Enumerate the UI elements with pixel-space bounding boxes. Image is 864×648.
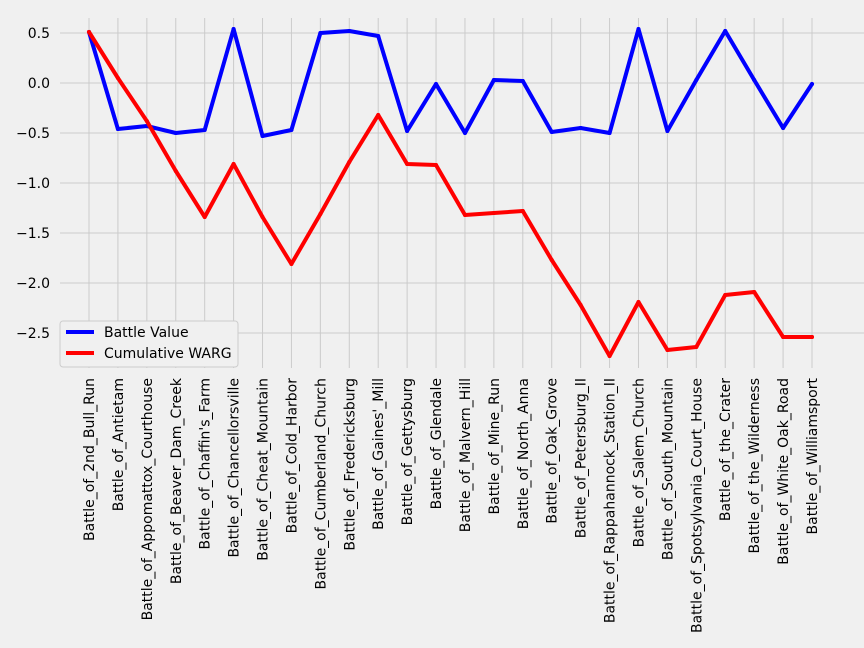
y-tick-label: 0.0 [28,76,50,92]
data-point [462,213,467,217]
data-point [231,27,236,31]
data-point [607,131,612,135]
data-point [289,262,294,266]
data-point [376,113,381,117]
x-tick-label: Battle_of_2nd_Bull_Run [82,378,98,541]
data-point [376,34,381,38]
data-point [549,130,554,134]
data-point [347,160,352,164]
y-tick-labels: 0.5 0.0 −0.5 −1.0 −1.5 −2.0 −2.5 [16,26,50,342]
data-point [752,78,757,82]
x-tick-label: Battle_of_Cold_Harbor [284,378,300,534]
x-tick-label: Battle_of_Antietam [111,378,127,511]
data-point [781,335,786,339]
data-point [607,354,612,358]
data-point [318,31,323,35]
data-point [318,212,323,216]
grid [60,18,864,368]
data-point [347,29,352,33]
series-line-battle-value [87,27,814,138]
data-point [752,290,757,294]
y-tick-label: −1.0 [16,176,50,192]
data-point [434,82,439,86]
data-point [520,209,525,213]
x-tick-label: Battle_of_South_Mountain [660,378,676,560]
data-point [665,348,670,352]
y-tick-label: −0.5 [16,126,50,142]
x-tick-label: Battle_of_Gettysburg [400,378,416,525]
data-point [694,345,699,349]
x-tick-label: Battle_of_Spotsylvania_Court_House [689,378,705,633]
x-tick-label: Battle_of_the_Crater [718,378,734,521]
data-point [434,163,439,167]
data-point [491,78,496,82]
data-point [260,215,265,219]
y-tick-label: −1.5 [16,226,50,242]
x-tick-label: Battle_of_Mine_Run [487,378,503,514]
data-point [694,78,699,82]
x-tick-label: Battle_of_Cumberland_Church [313,378,329,589]
data-point [665,129,670,133]
data-point [289,128,294,132]
data-point [405,129,410,133]
x-tick-label: Battle_of_Rappahannock_Station_II [603,378,619,623]
x-tick-label: Battle_of_Petersburg_II [574,378,590,538]
x-tick-label: Battle_of_Fredericksburg [342,378,358,551]
x-tick-label: Battle_of_Beaver_Dam_Creek [169,377,185,584]
data-point [173,169,178,173]
data-point [549,258,554,262]
x-tick-label: Battle_of_Gaines'_Mill [371,378,387,530]
x-tick-labels: Battle_of_2nd_Bull_Run Battle_of_Antietam… [82,377,821,633]
data-point [810,335,814,339]
data-point [87,30,91,34]
x-tick-label: Battle_of_Oak_Grove [545,378,561,524]
x-tick-label: Battle_of_Malvern_Hill [458,378,474,532]
data-point [810,82,814,86]
data-point [723,29,728,33]
x-tick-label: Battle_of_Williamsport [805,377,821,534]
x-tick-label: Battle_of_Chaffin's_Farm [198,378,214,549]
data-point [115,127,120,131]
series-line-cumulative-warg [87,30,814,358]
data-point [578,303,583,307]
data-point [173,131,178,135]
legend-box [59,320,239,368]
data-point [231,162,236,166]
y-tick-label: −2.5 [16,326,50,342]
data-point [202,128,207,132]
data-point [462,131,467,135]
legend-label-cumulative-warg: Cumulative WARG [104,346,232,362]
series-lines [87,27,814,358]
y-tick-label: 0.5 [28,26,50,42]
legend-label-battle-value: Battle Value [104,325,189,341]
plot-area [60,18,864,368]
x-tick-label: Battle_of_the_Wilderness [747,378,763,554]
data-point [202,215,207,219]
x-tick-label: Battle_of_Salem_Church [631,378,647,547]
data-point [260,134,265,138]
x-tick-label: Battle_of_Glendale [429,378,445,509]
data-point [405,162,410,166]
data-point [115,76,120,80]
x-tick-label: Battle_of_White_Oak_Road [776,378,792,565]
x-tick-label: Battle_of_Chancellorsville [227,378,243,558]
x-tick-label: Battle_of_Cheat_Mountain [256,378,272,561]
data-point [578,126,583,130]
data-point [144,119,149,123]
data-point [723,293,728,297]
x-tick-label: Battle_of_North_Anna [516,378,532,529]
data-point [636,27,641,31]
data-point [520,79,525,83]
y-tick-label: −2.0 [16,276,50,292]
x-tick-label: Battle_of_Appomattox_Courthouse [140,378,156,620]
data-point [491,211,496,215]
data-point [636,300,641,304]
legend: Battle Value Cumulative WARG [59,320,239,368]
data-point [781,126,786,130]
